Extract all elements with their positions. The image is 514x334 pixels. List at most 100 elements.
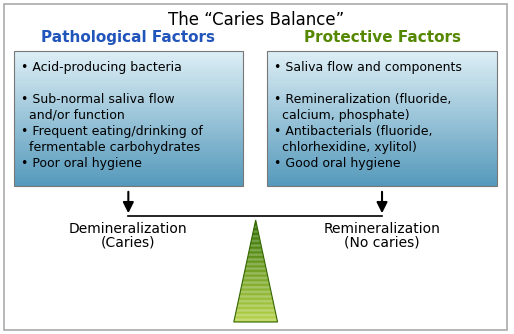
Bar xyxy=(14,152,243,153)
Bar xyxy=(267,164,498,166)
Polygon shape xyxy=(241,286,270,288)
Bar xyxy=(267,95,498,96)
Bar xyxy=(267,68,498,70)
Bar xyxy=(267,74,498,76)
Bar xyxy=(14,116,243,117)
Polygon shape xyxy=(237,304,274,305)
Polygon shape xyxy=(251,238,260,239)
Bar xyxy=(267,162,498,164)
Bar xyxy=(267,110,498,112)
Polygon shape xyxy=(240,294,272,295)
Bar xyxy=(267,163,498,165)
Bar xyxy=(267,73,498,74)
Bar xyxy=(267,63,498,64)
Bar xyxy=(14,165,243,167)
Polygon shape xyxy=(244,272,267,274)
Bar xyxy=(267,55,498,57)
Bar xyxy=(14,59,243,61)
Polygon shape xyxy=(252,234,259,235)
Polygon shape xyxy=(238,300,273,302)
Bar xyxy=(267,129,498,131)
Bar xyxy=(267,132,498,133)
Polygon shape xyxy=(238,298,272,299)
Bar xyxy=(14,136,243,138)
Bar xyxy=(267,156,498,158)
Bar xyxy=(14,183,243,185)
FancyBboxPatch shape xyxy=(4,4,507,330)
Polygon shape xyxy=(249,252,263,253)
Polygon shape xyxy=(245,269,266,270)
Bar xyxy=(267,100,498,102)
Bar xyxy=(14,151,243,152)
Bar xyxy=(267,52,498,53)
Bar xyxy=(14,130,243,132)
Polygon shape xyxy=(254,224,257,225)
Bar xyxy=(267,57,498,59)
Bar xyxy=(267,112,498,114)
Text: • Remineralization (fluoride,
  calcium, phosphate): • Remineralization (fluoride, calcium, p… xyxy=(273,93,451,122)
Polygon shape xyxy=(242,285,270,286)
Bar xyxy=(14,105,243,106)
Polygon shape xyxy=(241,288,270,289)
Text: The “Caries Balance”: The “Caries Balance” xyxy=(168,11,344,29)
Bar xyxy=(267,144,498,146)
Bar xyxy=(14,74,243,76)
Bar xyxy=(14,139,243,141)
Bar xyxy=(267,157,498,159)
Bar xyxy=(14,128,243,130)
Bar xyxy=(267,152,498,153)
Bar xyxy=(267,148,498,150)
Bar xyxy=(14,141,243,142)
Bar xyxy=(14,156,243,158)
Bar xyxy=(267,75,498,77)
Bar xyxy=(267,181,498,183)
Polygon shape xyxy=(239,295,272,297)
Bar xyxy=(267,160,498,161)
Polygon shape xyxy=(251,242,261,243)
Bar xyxy=(267,76,498,78)
Bar xyxy=(14,99,243,101)
Polygon shape xyxy=(236,312,276,313)
Bar xyxy=(14,52,243,53)
Bar xyxy=(267,80,498,81)
Bar xyxy=(14,117,243,119)
Bar xyxy=(267,66,498,68)
Bar xyxy=(14,110,243,112)
Bar xyxy=(267,77,498,79)
Bar xyxy=(267,130,498,132)
Bar xyxy=(14,127,243,129)
Bar xyxy=(267,89,498,91)
Polygon shape xyxy=(246,262,265,263)
Bar xyxy=(14,150,243,151)
Polygon shape xyxy=(245,271,267,272)
Bar xyxy=(267,125,498,126)
Bar xyxy=(267,116,498,117)
Bar xyxy=(267,90,498,92)
Bar xyxy=(14,123,243,124)
Bar xyxy=(14,83,243,85)
Bar xyxy=(14,176,243,178)
Bar xyxy=(14,166,243,168)
Bar xyxy=(14,121,243,123)
Bar xyxy=(267,171,498,172)
Bar xyxy=(14,100,243,102)
Polygon shape xyxy=(236,309,275,311)
Bar xyxy=(14,106,243,107)
Polygon shape xyxy=(240,291,271,293)
Polygon shape xyxy=(249,248,262,249)
Bar xyxy=(14,184,243,186)
Bar xyxy=(14,61,243,62)
Bar xyxy=(14,134,243,135)
Bar xyxy=(14,101,243,103)
Bar xyxy=(14,175,243,177)
Bar xyxy=(267,53,498,54)
Polygon shape xyxy=(247,258,264,260)
Bar xyxy=(14,66,243,68)
Bar xyxy=(14,115,243,116)
Bar xyxy=(14,154,243,156)
Bar xyxy=(14,143,243,144)
Bar xyxy=(267,59,498,61)
Bar xyxy=(267,166,498,168)
Bar xyxy=(267,109,498,111)
Bar xyxy=(267,104,498,105)
